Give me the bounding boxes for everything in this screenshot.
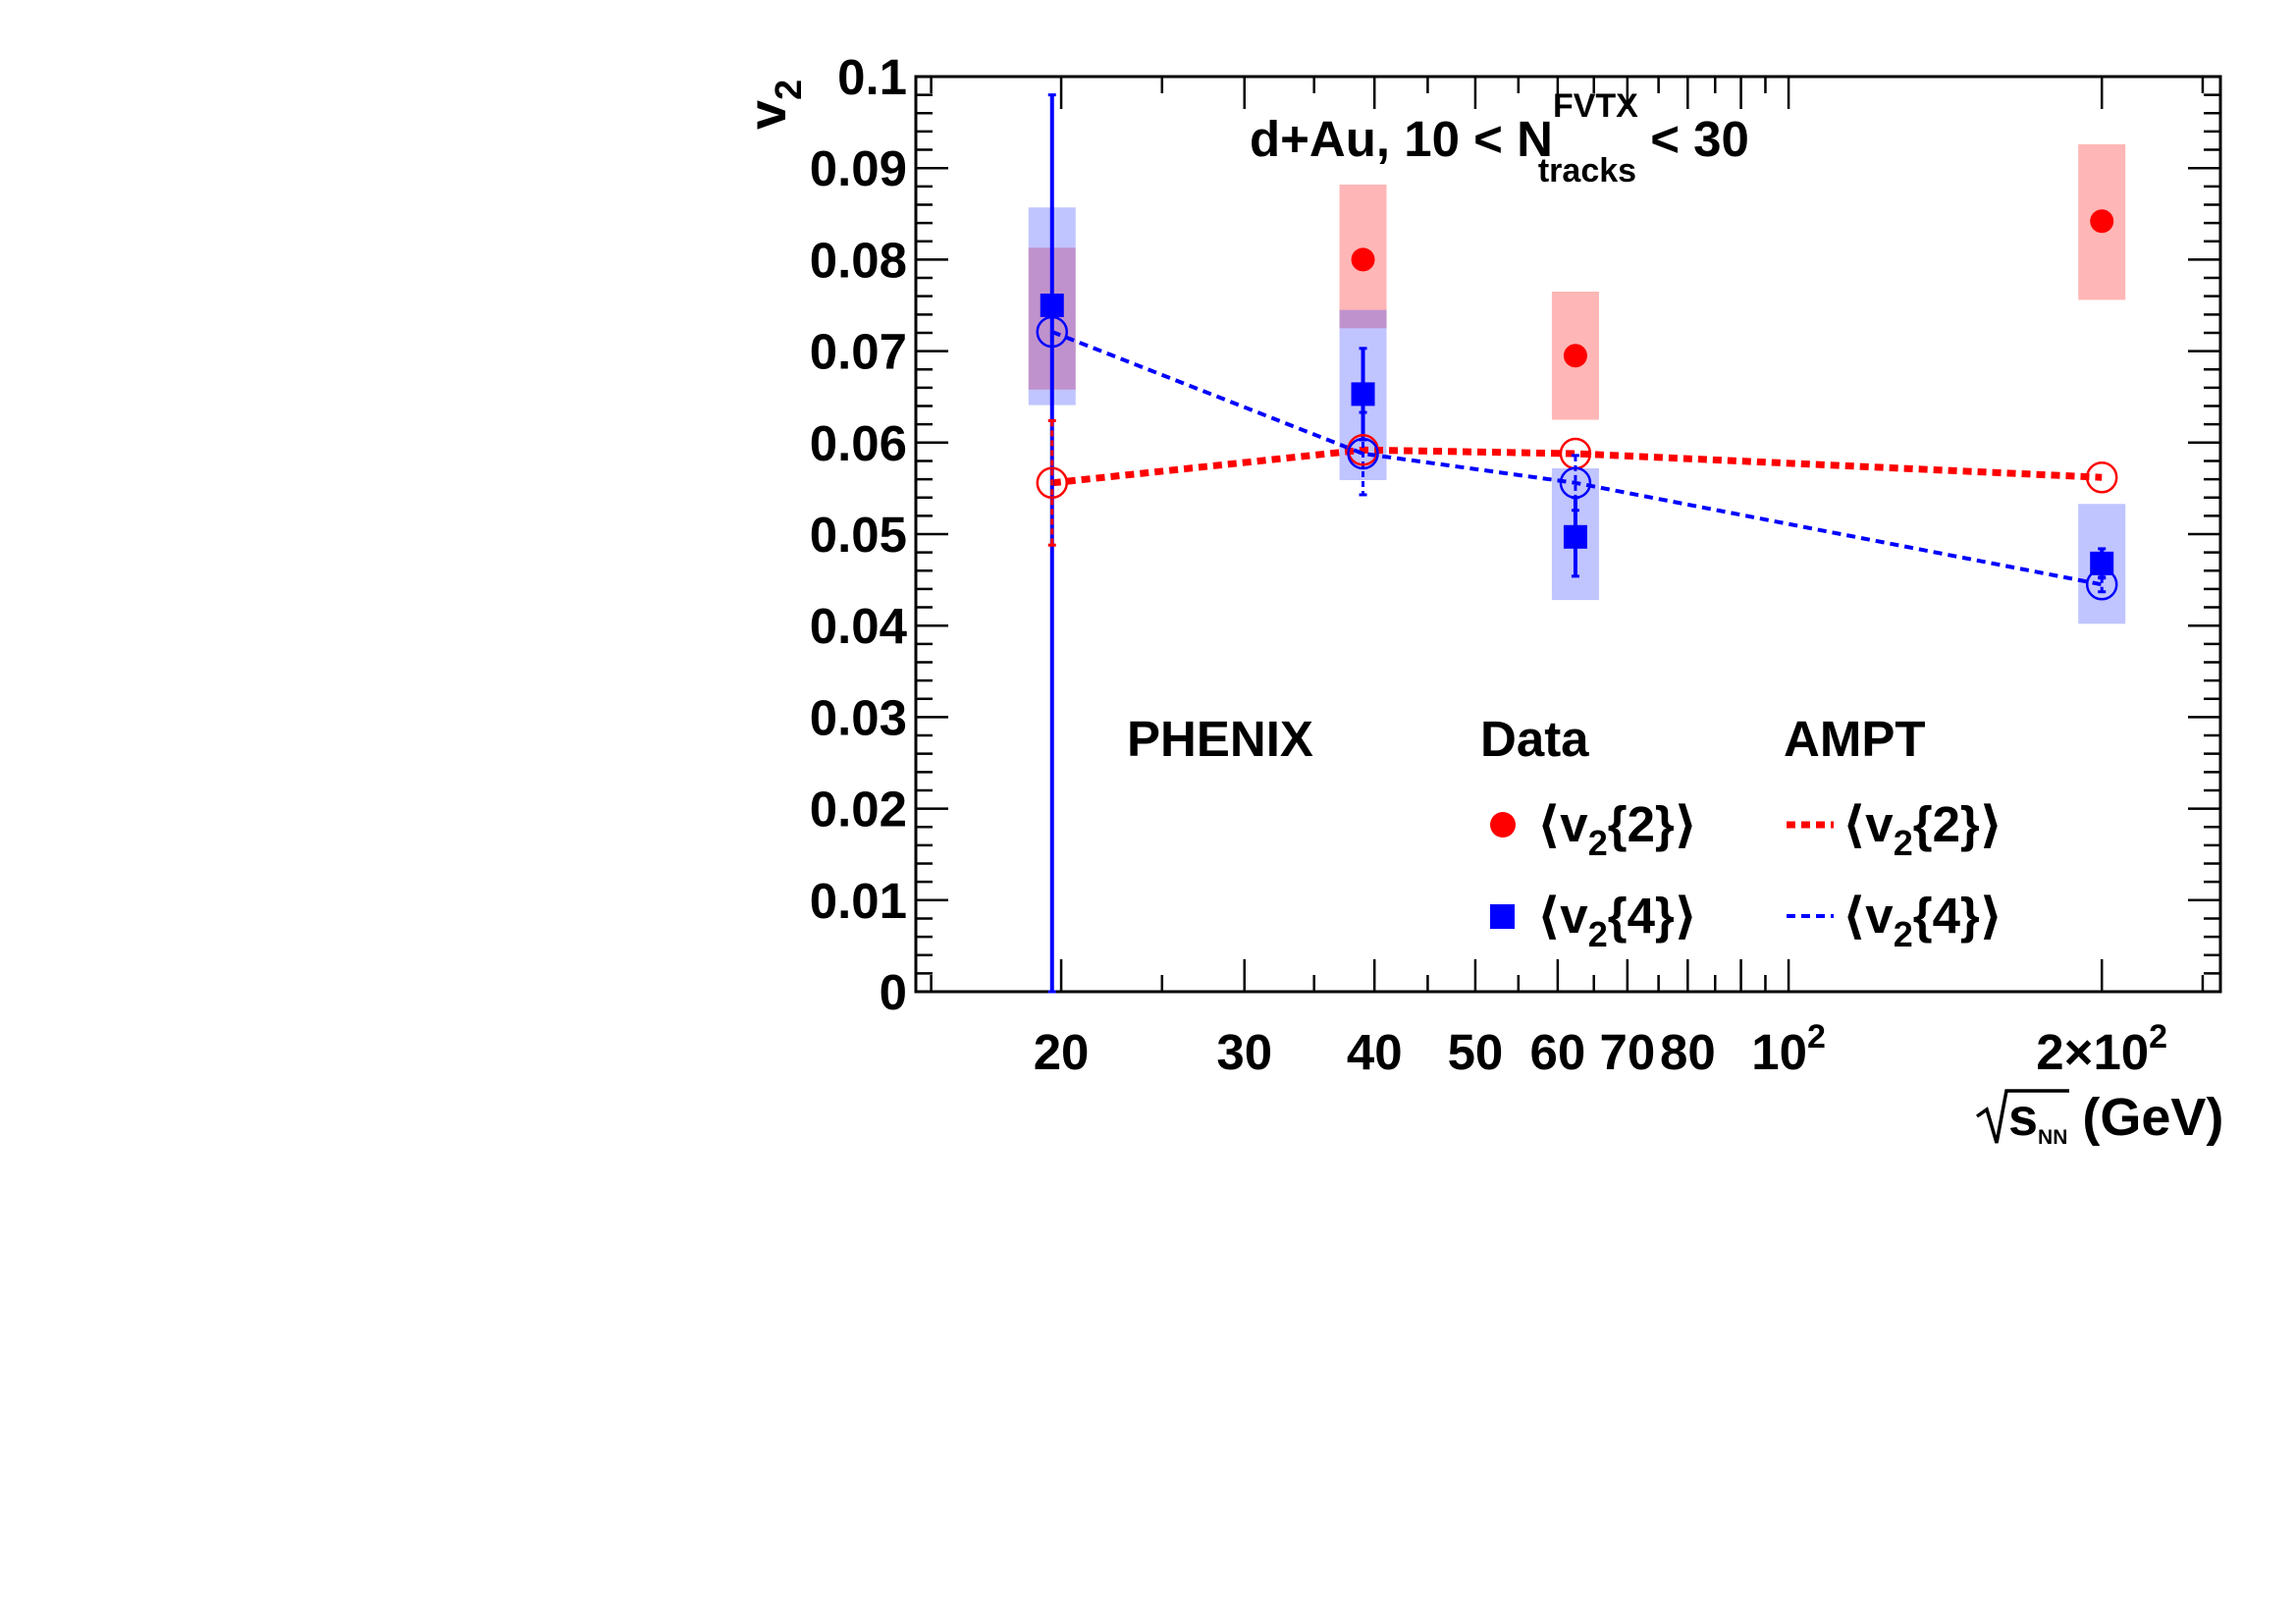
- data-v22-point: [1563, 344, 1587, 368]
- ampt-v24-point: [1347, 437, 1379, 470]
- model-lines: [1051, 330, 2103, 587]
- chart-title: d+Au, 10 < NFVTX tracks < 30: [1250, 87, 1749, 189]
- y-tick-label: 0.08: [810, 232, 907, 288]
- y-tick-label: 0: [880, 964, 907, 1020]
- y-axis-title: v2: [738, 80, 810, 130]
- y-tick-label: 0.06: [810, 415, 907, 471]
- x-tick-label: 60: [1530, 1024, 1586, 1080]
- systematic-bands: [1028, 143, 2126, 624]
- ampt-v22-point: [2085, 460, 2118, 494]
- y-tick-label: 0.07: [810, 324, 907, 380]
- ampt-v22-point: [1036, 466, 1069, 500]
- ampt-v24-point: [1559, 466, 1592, 500]
- legend-data-header: Data: [1480, 711, 1589, 767]
- legend-ampt-v24-label: ⟨v2{4}⟩: [1842, 888, 2002, 954]
- ampt-v24-point: [2085, 568, 2118, 601]
- legend: Data AMPT ⟨v2{2}⟩ ⟨v2{4}⟩ ⟨v2{2}⟩ ⟨v2{4}…: [1480, 711, 2002, 954]
- x-axis-title: sNN (GeV): [1975, 1088, 2223, 1149]
- legend-data-v22-label: ⟨v2{2}⟩: [1537, 796, 1697, 863]
- y-tick-label: 0.1: [837, 49, 907, 105]
- legend-data-v24-marker: [1490, 904, 1515, 929]
- legend-data-v24-label: ⟨v2{4}⟩: [1537, 888, 1697, 954]
- y-tick-label: 0.05: [810, 507, 907, 563]
- x-tick-label: 2×102: [2036, 1018, 2167, 1080]
- legend-data-v22-marker: [1490, 812, 1516, 838]
- x-tick-label: 102: [1751, 1018, 1826, 1080]
- data-v22-point: [1351, 247, 1375, 272]
- data-v24-point: [1040, 294, 1064, 317]
- experiment-label: PHENIX: [1127, 711, 1313, 767]
- y-tick-label: 0.01: [810, 873, 907, 929]
- axis-ticks: [916, 75, 2220, 994]
- data-v24-point: [1351, 382, 1375, 406]
- x-tick-label: 50: [1448, 1024, 1504, 1080]
- data-v24-point: [1563, 524, 1587, 549]
- x-tick-label: 40: [1347, 1024, 1403, 1080]
- data-v22-point: [2090, 209, 2114, 234]
- x-tick-label: 80: [1660, 1024, 1716, 1080]
- y-tick-labels: 0 0.01 0.02 0.03 0.04 0.05 0.06 0.07 0.08 0.09 0.1: [810, 49, 908, 1020]
- y-tick-label: 0.04: [810, 598, 908, 654]
- x-tick-label: 20: [1034, 1024, 1090, 1080]
- y-tick-label: 0.09: [810, 140, 907, 196]
- y-tick-label: 0.02: [810, 782, 907, 838]
- legend-ampt-v22-label: ⟨v2{2}⟩: [1842, 796, 2002, 863]
- x-tick-label: 30: [1216, 1024, 1272, 1080]
- ampt-v24-point: [1036, 315, 1069, 349]
- y-tick-label: 0.03: [810, 689, 907, 745]
- ampt-v22-line: [1051, 446, 2103, 487]
- svg-text:sNN (GeV): sNN (GeV): [2008, 1088, 2223, 1149]
- legend-ampt-header: AMPT: [1784, 711, 1925, 767]
- x-tick-label: 70: [1599, 1024, 1655, 1080]
- ampt-v24-line: [1051, 330, 2103, 587]
- sqrt-sign: [1975, 1089, 2069, 1144]
- data-markers: [1036, 209, 2118, 601]
- x-tick-labels: 20 30 40 50 60 70 80 102 2×102: [1034, 1018, 2167, 1080]
